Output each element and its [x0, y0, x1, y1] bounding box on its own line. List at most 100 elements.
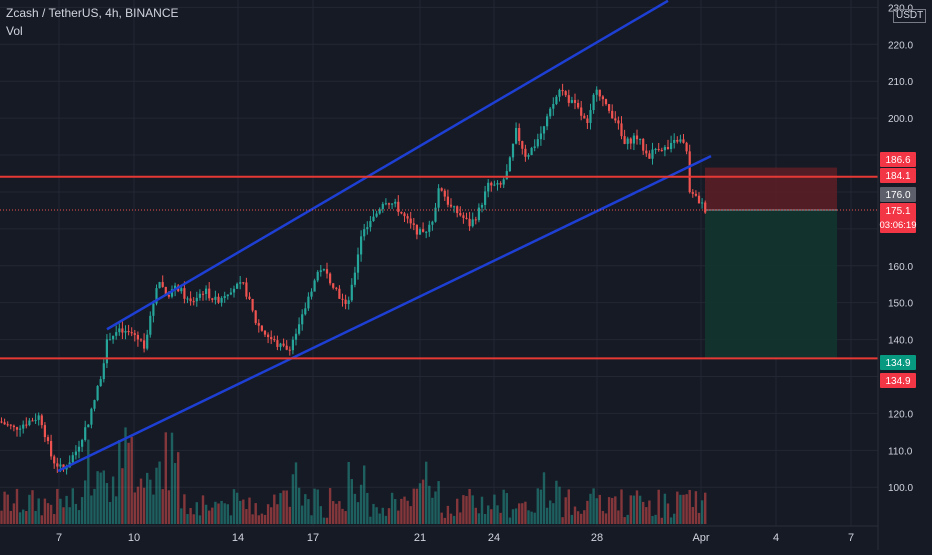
- candle-body: [620, 123, 623, 137]
- candle-body: [394, 201, 397, 204]
- candle-body: [670, 142, 673, 150]
- candle-body: [632, 135, 635, 144]
- candle-body: [251, 298, 254, 311]
- volume-bar: [226, 504, 229, 524]
- price-label-box: [880, 168, 916, 183]
- candle-body: [453, 206, 456, 208]
- volume-bar: [161, 489, 164, 524]
- volume-bar: [350, 479, 353, 524]
- candle-body: [232, 288, 236, 293]
- volume-bar: [601, 510, 605, 524]
- candle-body: [496, 183, 499, 185]
- candle-body: [691, 192, 694, 194]
- candle-body: [657, 149, 660, 151]
- volume-bar: [483, 513, 487, 524]
- candle-body: [443, 190, 446, 197]
- candle-body: [381, 203, 384, 210]
- price-label-box: [880, 373, 916, 388]
- volume-bar: [576, 511, 580, 524]
- candle-body: [539, 133, 542, 140]
- volume-bar: [521, 503, 524, 524]
- candle-body: [223, 296, 226, 298]
- candle-body: [697, 195, 701, 204]
- candle-body: [468, 218, 471, 227]
- channel-upper-line[interactable]: [106, 0, 669, 331]
- candle-body: [301, 314, 304, 325]
- volume-bar: [6, 494, 9, 524]
- candle-body: [682, 139, 685, 143]
- candle-body: [372, 216, 375, 222]
- candle-body: [549, 108, 552, 117]
- candle-body: [608, 104, 611, 111]
- candle-body: [353, 272, 356, 285]
- candle-body: [310, 291, 313, 297]
- candle-body: [93, 400, 96, 409]
- candle-body: [90, 408, 93, 425]
- y-tick-label: 200.0: [888, 114, 913, 125]
- volume-bar: [158, 461, 161, 524]
- take-profit-zone[interactable]: [705, 210, 837, 359]
- candle-body: [586, 118, 589, 123]
- candle-body: [704, 202, 707, 213]
- candle-body: [558, 89, 561, 97]
- volume-bar: [217, 503, 220, 524]
- volume-bar: [549, 500, 552, 524]
- volume-bar: [415, 488, 419, 524]
- volume-bar: [434, 491, 437, 524]
- x-tick-label: Apr: [692, 532, 709, 544]
- volume-bar: [524, 501, 527, 524]
- volume-bar: [124, 427, 127, 524]
- volume-bar: [62, 507, 65, 524]
- volume-bar: [676, 491, 679, 524]
- symbol-title[interactable]: Zcash / TetherUS, 4h, BINANCE: [6, 6, 179, 20]
- volume-bar: [121, 468, 124, 524]
- candle-body: [143, 340, 146, 349]
- y-tick-label: 220.0: [888, 40, 913, 51]
- x-tick-label: 7: [56, 532, 62, 544]
- candle-body: [384, 203, 387, 205]
- volume-bar: [465, 496, 468, 524]
- volume-bar: [347, 461, 350, 524]
- candle-body: [294, 333, 298, 340]
- volume-bar: [53, 514, 56, 524]
- channel-lower-line[interactable]: [57, 155, 712, 473]
- volume-bar: [31, 490, 34, 524]
- volume-bar: [514, 508, 518, 524]
- candle-body: [422, 229, 425, 232]
- volume-bar: [533, 512, 536, 524]
- candle-body: [189, 298, 192, 302]
- volume-bar: [266, 504, 270, 524]
- volume-bar: [3, 491, 6, 524]
- candle-body: [105, 339, 108, 364]
- candle-body: [102, 363, 105, 380]
- volume-bar: [400, 498, 403, 524]
- volume-bar: [620, 489, 623, 524]
- candle-body: [595, 89, 598, 95]
- candle-body: [0, 421, 3, 423]
- stop-loss-zone[interactable]: [705, 167, 837, 211]
- volume-bar: [214, 501, 217, 524]
- currency-label[interactable]: USDT: [893, 9, 927, 23]
- candle-body: [515, 127, 518, 144]
- candle-body: [276, 340, 279, 347]
- volume-bar: [462, 495, 465, 524]
- candle-body: [694, 193, 697, 196]
- volume-bar: [387, 508, 391, 524]
- y-tick-label: 210.0: [888, 77, 913, 88]
- candle-body: [96, 386, 99, 401]
- candle-body: [521, 141, 524, 149]
- volume-bar: [558, 486, 561, 524]
- volume-bar: [496, 505, 499, 524]
- x-tick-label: 21: [414, 532, 426, 544]
- candle-body: [428, 224, 431, 232]
- volume-bar: [319, 506, 322, 524]
- volume-bar: [666, 503, 670, 524]
- volume-bar: [431, 497, 434, 524]
- candle-body: [564, 91, 567, 96]
- volume-bar: [359, 484, 363, 524]
- candle-body: [180, 288, 183, 292]
- candle-body: [155, 288, 158, 304]
- volume-indicator-label[interactable]: Vol: [6, 24, 23, 38]
